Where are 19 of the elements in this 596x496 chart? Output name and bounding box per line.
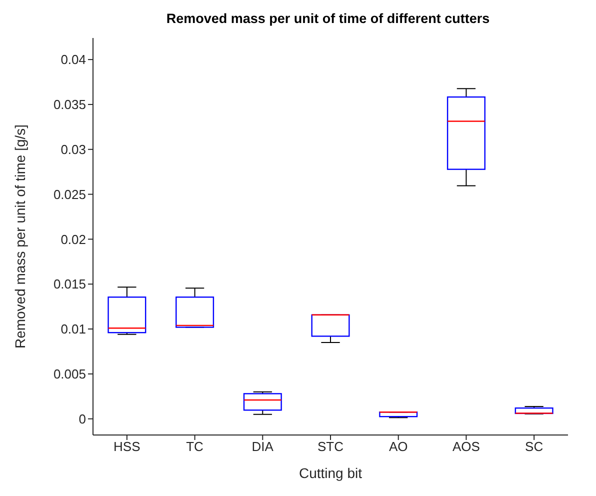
- y-tick-label: 0.04: [60, 52, 86, 68]
- x-tick-label: STC: [318, 439, 344, 454]
- y-tick-label: 0.035: [53, 97, 86, 112]
- x-tick-label: SC: [525, 439, 544, 454]
- x-axis-title: Cutting bit: [298, 465, 362, 481]
- x-tick-label: HSS: [114, 439, 141, 454]
- y-tick-label: 0.025: [53, 186, 86, 202]
- y-tick-label: 0.01: [60, 322, 86, 337]
- x-tick-label: DIA: [252, 439, 274, 454]
- chart-title: Removed mass per unit of time of different cutters: [165, 10, 491, 28]
- y-tick-label: 0.03: [60, 142, 86, 157]
- y-tick-label: 0.015: [53, 276, 86, 292]
- y-tick-label: 0.02: [60, 232, 86, 247]
- x-tick-label: AOS: [452, 439, 480, 454]
- x-tick-label: AO: [388, 439, 408, 454]
- y-tick-label: 0: [78, 411, 86, 426]
- x-tick-label: TC: [186, 439, 204, 454]
- y-axis-title: Removed mass per unit of time [g/s]: [12, 124, 28, 349]
- y-tick-label: 0.005: [53, 366, 86, 382]
